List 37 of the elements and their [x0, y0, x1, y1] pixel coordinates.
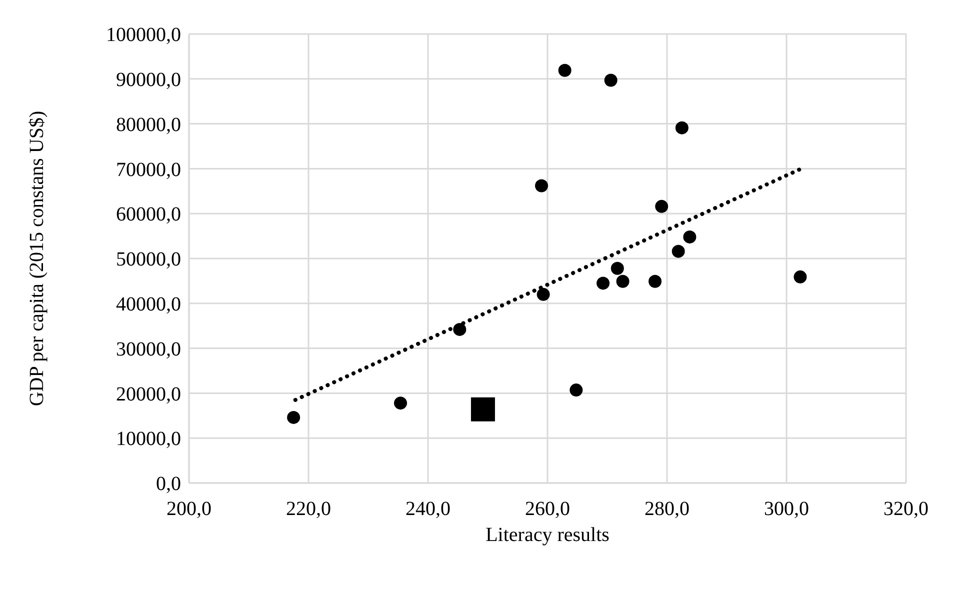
point: [672, 244, 685, 258]
y-tick-label: 60000,0: [116, 204, 181, 226]
point: [287, 410, 300, 424]
point: [536, 288, 550, 301]
point: [610, 262, 624, 275]
x-tick-label: 280,0: [644, 498, 690, 520]
point: [683, 230, 696, 244]
point: [558, 64, 572, 77]
x-tick-label: 220,0: [286, 498, 331, 520]
x-axis-title: Literacy results: [486, 524, 610, 546]
point: [648, 274, 662, 288]
point: [394, 396, 408, 410]
point: [596, 276, 610, 290]
x-tick-label: 320,0: [884, 498, 928, 520]
point: [655, 200, 668, 213]
y-tick-label: 50000,0: [116, 248, 181, 271]
x-tick-label: 260,0: [525, 498, 570, 520]
y-tick-label: 90000,0: [116, 69, 181, 91]
x-tick-label: 240,0: [406, 498, 450, 520]
y-tick-label: 30000,0: [116, 338, 181, 360]
y-tick-label: 40000,0: [116, 294, 181, 316]
point: [604, 74, 618, 87]
y-tick-label: 100000,0: [106, 24, 181, 46]
y-tick-label: 20000,0: [116, 383, 181, 406]
y-axis-title: GDP per capita (2015 constans US$): [26, 110, 48, 406]
point: [675, 121, 688, 134]
x-tick-label: 300,0: [764, 498, 809, 520]
y-tick-label: 10000,0: [116, 428, 181, 450]
x-tick-label: 200,0: [166, 498, 212, 520]
y-tick-label: 0,0: [156, 473, 181, 496]
point: [570, 384, 583, 397]
y-tick-label: 70000,0: [116, 158, 181, 181]
point: [535, 179, 548, 192]
point: [794, 270, 807, 284]
point: [616, 274, 630, 288]
point: [470, 397, 495, 422]
y-tick-label: 80000,0: [116, 114, 181, 136]
